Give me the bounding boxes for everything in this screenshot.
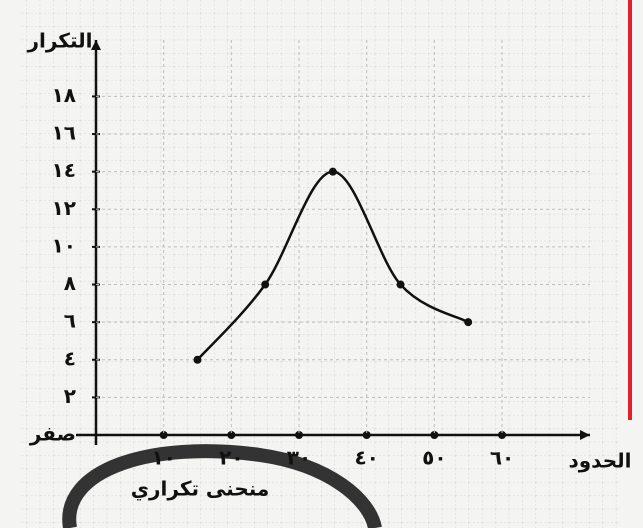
y-tick-label: ١٢: [52, 196, 76, 220]
point: [397, 281, 405, 289]
x-tick-label: ٤٠: [354, 446, 378, 470]
y-axis-label: التكرار: [27, 29, 93, 53]
graph-paper: [20, 0, 620, 528]
x-tick-label: ٦٠: [490, 446, 514, 470]
y-tick-label: ٤: [64, 346, 76, 370]
y-tick-label: ١٤: [52, 158, 76, 182]
y-tick-label: ٨: [64, 271, 76, 295]
y-tick-label: ١٠: [52, 233, 76, 257]
point: [261, 281, 269, 289]
point: [329, 168, 337, 176]
x-tick-label: ٥٠: [422, 446, 446, 470]
x-axis-label: الحدود: [568, 449, 631, 473]
y-tick-label: ١٨: [52, 83, 76, 107]
y-tick-label: ٢: [64, 384, 76, 408]
y-tick-label: ١٦: [52, 121, 76, 145]
y-tick-label: ٦: [64, 309, 76, 333]
x-tick-label: ١٠: [151, 446, 175, 470]
x-tick-label: ٣٠: [287, 446, 311, 470]
x-tick-label: ٢٠: [219, 446, 243, 470]
point: [194, 356, 202, 364]
annotation: منحنى تكراري: [131, 477, 270, 502]
y-tick-label: صفر: [29, 422, 76, 446]
point: [464, 318, 472, 326]
chart: منحنى تكراري التكرار الحدود صفر ٢ ٤ ٦ ٨ ١٠ ١٢ ١…: [0, 0, 643, 528]
